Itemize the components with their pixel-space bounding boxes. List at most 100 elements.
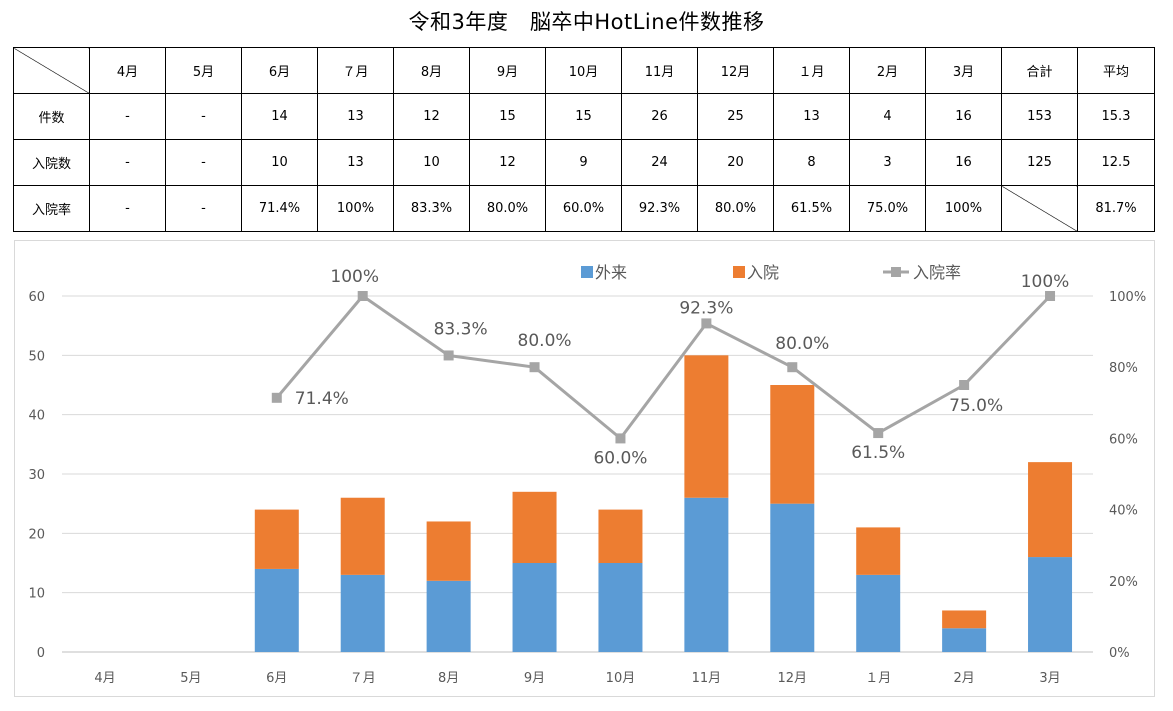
- chart-area: 0 10 20 30 40 50 60 0% 20% 40% 60% 80% 100% 4月 5月 6月 ７月 8…: [14, 240, 1155, 697]
- table-row-label: 入院数: [13, 139, 90, 186]
- table-header-cell: 9月: [469, 47, 546, 94]
- table-header-cell: 平均: [1077, 47, 1155, 94]
- table-cell: 3: [849, 139, 926, 186]
- admission-rate-line: [275, 294, 1052, 440]
- table-cell: 125: [1001, 139, 1078, 186]
- x-tick-label: 3月: [1039, 671, 1060, 686]
- legend-label: 入院率: [913, 263, 961, 282]
- table-cell: -: [89, 93, 166, 140]
- y-left-tick-label: 40: [28, 409, 45, 424]
- table-header-row: 4月 5月 6月 ７月 8月 9月 10月 11月 12月 １月 2月 3月 合計 平均: [13, 47, 1155, 94]
- table-cell: 15: [469, 93, 546, 140]
- x-tick-label: 9月: [524, 671, 545, 686]
- table-cell: 12.5: [1077, 139, 1155, 186]
- table-corner-cell: [13, 47, 90, 94]
- table-header-cell: 6月: [241, 47, 318, 94]
- table-cell: 92.3%: [621, 185, 698, 232]
- bar-admission: [254, 509, 299, 569]
- table-cell: 16: [925, 139, 1002, 186]
- table-row-label: 件数: [13, 93, 90, 140]
- table-cell: 4: [849, 93, 926, 140]
- x-tick-label: 11月: [692, 671, 722, 686]
- data-label: 100%: [1021, 272, 1070, 292]
- admission-rate-marker: [357, 291, 368, 301]
- table-cell: 15.3: [1077, 93, 1155, 140]
- bar-admission: [426, 521, 471, 581]
- bar-admission: [340, 497, 385, 575]
- bar-outpatient: [770, 503, 815, 652]
- data-label: 80.0%: [775, 334, 829, 354]
- table-header-cell: ７月: [317, 47, 394, 94]
- bar-outpatient: [340, 574, 385, 652]
- table-cell: 100%: [317, 185, 394, 232]
- table-cell: -: [165, 139, 242, 186]
- bar-admission: [770, 385, 815, 504]
- bar-admission: [512, 491, 557, 563]
- y-left-tick-label: 20: [28, 527, 45, 542]
- data-label: 83.3%: [434, 319, 488, 339]
- table-cell: 12: [393, 93, 470, 140]
- table-cell: 60.0%: [545, 185, 622, 232]
- table-header-cell: 12月: [697, 47, 774, 94]
- table-cell: -: [165, 185, 242, 232]
- data-label: 61.5%: [851, 443, 905, 463]
- y-right-tick-label: 0%: [1109, 646, 1130, 661]
- y-left-tick-label: 10: [28, 587, 45, 602]
- x-tick-label: 4月: [94, 671, 115, 686]
- page-title: 令和3年度 脳卒中HotLine件数推移: [408, 10, 765, 34]
- table-cell: 80.0%: [469, 185, 546, 232]
- table-cell: 13: [317, 139, 394, 186]
- bar-admission: [1028, 462, 1073, 558]
- table-cell: 83.3%: [393, 185, 470, 232]
- table-cell: -: [165, 93, 242, 140]
- table-cell: 14: [241, 93, 318, 140]
- table-row: 入院数 - -10 13 10 12 9 24 20 8 3 16 125 12.5: [13, 139, 1155, 186]
- table-cell: 12: [469, 139, 546, 186]
- table-cell: 9: [545, 139, 622, 186]
- stats-table-body: 4月 5月 6月 ７月 8月 9月 10月 11月 12月 １月 2月 3月 合計 平均 件数 - -14 13 1…: [13, 47, 1155, 232]
- bar-outpatient: [598, 563, 643, 652]
- y-left-tick-label: 0: [37, 646, 45, 661]
- x-tick-label: 5月: [180, 671, 201, 686]
- x-tick-label: 10月: [606, 671, 636, 686]
- table-cell: 20: [697, 139, 774, 186]
- table-cell: 71.4%: [241, 185, 318, 232]
- y-right-tick-label: 100%: [1109, 290, 1146, 305]
- table-header-cell: 5月: [165, 47, 242, 94]
- bar-admission: [684, 355, 729, 498]
- table-header-cell: １月: [773, 47, 850, 94]
- bar-outpatient: [254, 568, 299, 652]
- table-cell: 75.0%: [849, 185, 926, 232]
- table-header-cell: 11月: [621, 47, 698, 94]
- table-cell: 15: [545, 93, 622, 140]
- table-cell: 80.0%: [697, 185, 774, 232]
- table-header-cell: 2月: [849, 47, 926, 94]
- bar-outpatient: [1028, 557, 1073, 652]
- table-cell: 25: [697, 93, 774, 140]
- stats-table: 4月 5月 6月 ７月 8月 9月 10月 11月 12月 １月 2月 3月 合計 平均 件数 - -14 13 1…: [13, 47, 1155, 232]
- x-tick-label: 6月: [266, 671, 287, 686]
- legend-marker: [891, 267, 901, 277]
- y-left-tick-label: 30: [28, 468, 45, 483]
- data-label: 92.3%: [679, 298, 733, 318]
- data-label: 71.4%: [295, 389, 349, 409]
- table-cell: 8: [773, 139, 850, 186]
- table-cell: 13: [773, 93, 850, 140]
- table-header-cell: 合計: [1001, 47, 1078, 94]
- y-right-tick-label: 60%: [1109, 432, 1138, 447]
- y-right-tick-label: 80%: [1109, 361, 1138, 376]
- table-cell: 10: [241, 139, 318, 186]
- admission-rate-marker: [443, 350, 454, 361]
- admission-rate-marker: [959, 380, 970, 390]
- bar-outpatient: [426, 580, 471, 652]
- admission-rate-marker: [787, 362, 798, 373]
- table-row-label: 入院率: [13, 185, 90, 232]
- table-cell: 26: [621, 93, 698, 140]
- table-empty-cell: [1001, 185, 1078, 232]
- admission-rate-marker: [701, 318, 712, 329]
- admission-rate-marker: [271, 392, 282, 403]
- combo-chart: 0 10 20 30 40 50 60 0% 20% 40% 60% 80% 100% 4月 5月 6月 ７月 8…: [28, 263, 1146, 686]
- y-right-tick-label: 20%: [1109, 575, 1138, 590]
- table-cell: -: [89, 139, 166, 186]
- admission-rate-marker: [873, 428, 884, 439]
